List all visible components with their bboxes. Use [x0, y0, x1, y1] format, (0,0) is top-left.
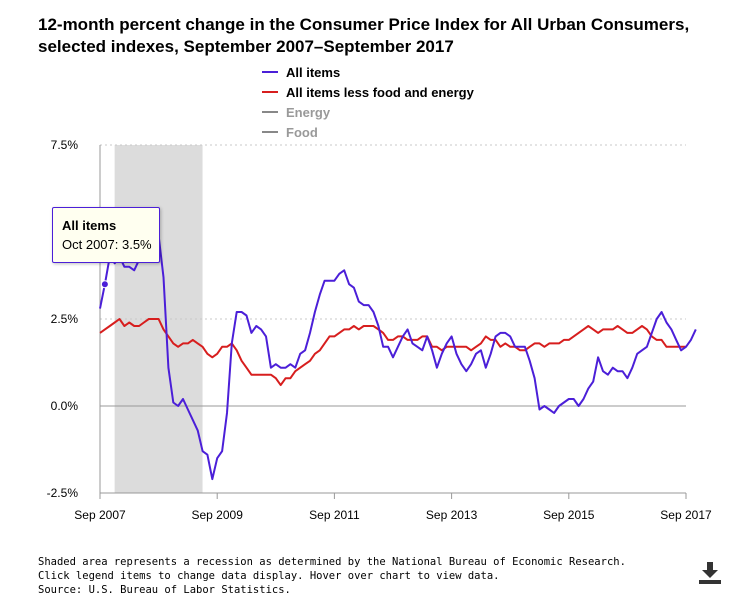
- y-tick-label: 2.5%: [51, 312, 79, 326]
- tooltip: All items Oct 2007: 3.5%: [52, 207, 160, 263]
- legend-item-food[interactable]: Food: [262, 122, 474, 142]
- x-tick-label: Sep 2011: [309, 508, 360, 522]
- hover-point: [100, 280, 109, 289]
- legend: All items All items less food and energy…: [262, 62, 474, 142]
- legend-swatch-energy: [262, 111, 278, 113]
- legend-item-core[interactable]: All items less food and energy: [262, 82, 474, 102]
- footnote-instructions: Click legend items to change data displa…: [38, 570, 500, 582]
- x-tick-label: Sep 2017: [660, 508, 712, 522]
- legend-label: Food: [286, 124, 318, 140]
- y-tick-label: -2.5%: [47, 486, 79, 500]
- y-tick-label: 0.0%: [51, 399, 79, 413]
- footnote-recession: Shaded area represents a recession as de…: [38, 556, 626, 568]
- legend-swatch-food: [262, 131, 278, 133]
- series-line-all-items: [99, 210, 697, 481]
- chart-title: 12-month percent change in the Consumer …: [38, 15, 690, 56]
- x-tick-label: Sep 2015: [543, 508, 595, 522]
- tooltip-title: All items: [62, 218, 117, 233]
- legend-swatch-all-items: [262, 71, 278, 73]
- tooltip-value: Oct 2007: 3.5%: [62, 237, 152, 252]
- download-icon: [699, 562, 721, 584]
- x-tick-label: Sep 2013: [426, 508, 478, 522]
- footnotes: Shaded area represents a recession as de…: [38, 555, 626, 597]
- legend-label: All items: [286, 64, 341, 80]
- x-tick-label: Sep 2009: [192, 508, 244, 522]
- x-tick-label: Sep 2007: [74, 508, 126, 522]
- legend-swatch-core: [262, 91, 278, 93]
- y-tick-label: 7.5%: [51, 138, 79, 152]
- legend-item-all-items[interactable]: All items: [262, 62, 474, 82]
- download-button[interactable]: [697, 560, 723, 586]
- legend-label: Energy: [286, 104, 331, 120]
- legend-item-energy[interactable]: Energy: [262, 102, 474, 122]
- series-line-core: [99, 318, 686, 387]
- legend-label: All items less food and energy: [286, 84, 474, 100]
- footnote-source: Source: U.S. Bureau of Labor Statistics.: [38, 584, 291, 596]
